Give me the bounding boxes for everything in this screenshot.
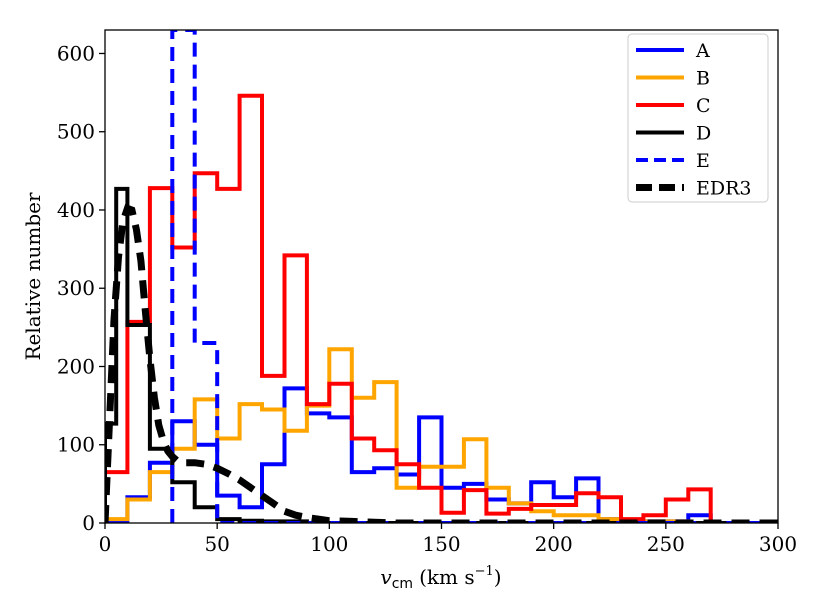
x-axis-label: vcm (km s−1): [380, 564, 501, 592]
y-tick-label: 200: [57, 354, 95, 378]
x-axis-label-sub: cm: [392, 576, 413, 592]
series-d-line: [105, 186, 778, 523]
x-tick-label: 0: [99, 532, 112, 556]
x-tick-label: 50: [204, 532, 229, 556]
x-axis-label-var: v: [380, 565, 392, 589]
series-edr3-line: [105, 203, 778, 523]
y-tick-label: 400: [57, 198, 95, 222]
y-tick-label: 0: [82, 511, 95, 535]
x-tick-label: 300: [759, 532, 797, 556]
x-tick-label: 150: [422, 532, 460, 556]
legend-label-d: D: [696, 123, 711, 145]
y-tick-label: 600: [57, 41, 95, 65]
x-tick-label: 100: [310, 532, 348, 556]
legend-label-edr3: EDR3: [696, 178, 752, 200]
x-tick-label: 250: [647, 532, 685, 556]
y-tick-label: 100: [57, 433, 95, 457]
legend-label-b: B: [696, 68, 710, 90]
y-tick-label: 500: [57, 120, 95, 144]
x-axis-label-units: (km s: [419, 565, 475, 589]
series-e-line: [170, 30, 778, 523]
legend-label-e: E: [696, 150, 710, 172]
x-tick-label: 200: [535, 532, 573, 556]
series-layer: [105, 30, 778, 523]
legend-label-c: C: [696, 95, 711, 117]
y-tick-label: 300: [57, 276, 95, 300]
x-axis-label-exp: −1: [475, 564, 494, 579]
y-axis-label: Relative number: [21, 192, 45, 361]
legend-label-a: A: [695, 40, 710, 62]
x-axis-label-close: ): [494, 565, 502, 589]
axis-ticks: 0 50 100 150 200 250 300 0 100 200 300 400 500 600: [57, 41, 797, 556]
series-c-line: [105, 93, 778, 523]
